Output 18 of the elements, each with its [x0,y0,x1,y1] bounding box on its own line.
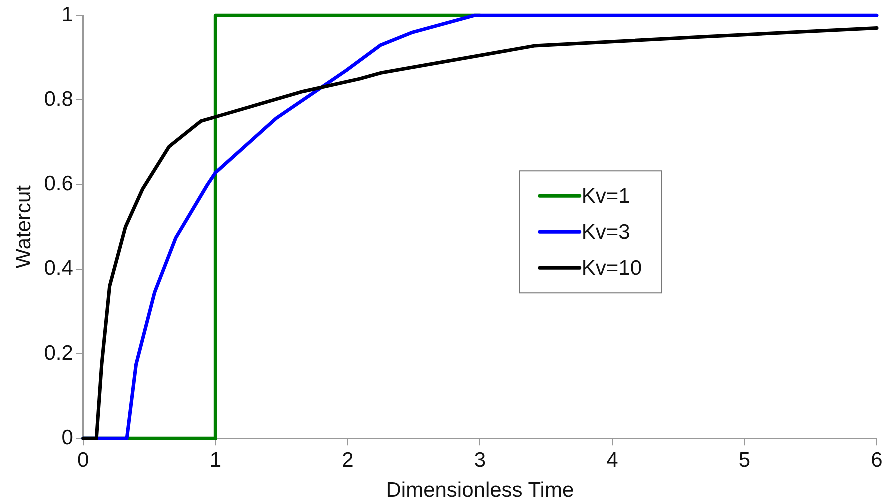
y-tick-label: 0.2 [44,342,74,365]
y-tick-label: 0.8 [44,88,74,111]
y-tick-label: 0.4 [44,257,74,280]
y-tick-label: 0.6 [44,172,74,196]
legend-label: Kv=3 [582,220,630,244]
y-axis-title: Watercut [12,185,36,269]
y-tick-label: 1 [62,3,74,26]
legend-label: Kv=1 [582,184,630,208]
x-tick-label: 5 [738,448,751,472]
legend-label: Kv=10 [582,256,642,280]
x-axis-title: Dimensionless Time [386,479,574,502]
x-tick-label: 0 [78,448,90,472]
y-tick-label: 0 [62,426,74,450]
x-tick-label: 6 [871,448,883,472]
x-tick-label: 4 [606,448,619,472]
x-tick-label: 1 [210,448,222,472]
x-tick-label: 3 [474,448,486,472]
x-tick-label: 2 [342,448,354,472]
